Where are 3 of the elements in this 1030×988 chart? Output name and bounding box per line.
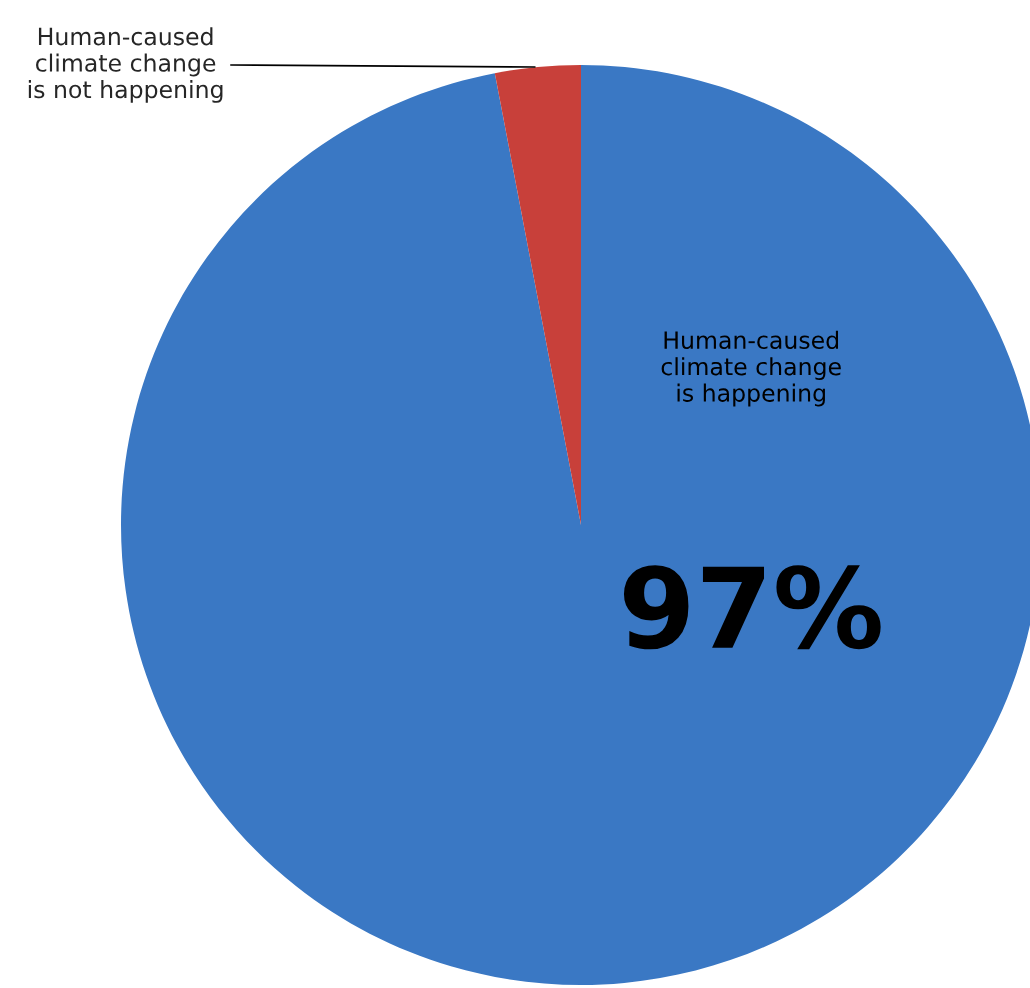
data-label: 97% [623, 565, 881, 650]
slice-label: Human-caused climate change is happening [661, 330, 841, 407]
slice-label: Human-caused climate change is not happening [28, 27, 223, 103]
